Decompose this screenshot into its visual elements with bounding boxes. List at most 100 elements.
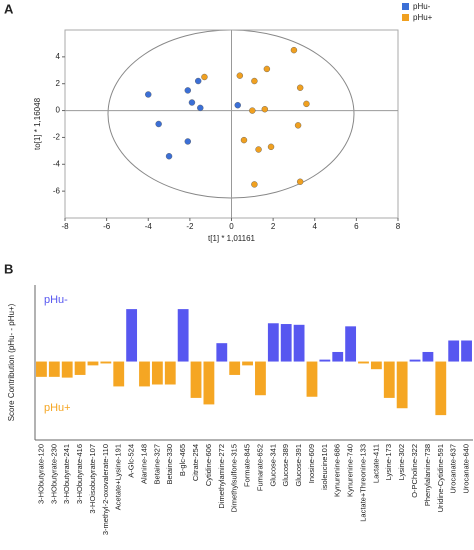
bar (126, 309, 138, 362)
point (296, 178, 304, 185)
bar (422, 351, 434, 362)
bar (448, 340, 460, 362)
panel-label: A (4, 1, 14, 16)
point (184, 138, 191, 145)
x-tick-label: Dimethylamine-272 (217, 444, 226, 509)
x-tick-label: Urocanate-640 (462, 444, 471, 494)
x-tick-label: Acetate+Lysine-191 (114, 444, 123, 510)
x-tick-label: O-PCholine-322 (410, 444, 419, 498)
x-tick-label: 3-HObutyrate-416 (75, 444, 84, 504)
x-tick-label: -8 (61, 222, 69, 231)
bar (332, 351, 344, 362)
bar (396, 361, 408, 409)
bar (139, 361, 150, 387)
bar (306, 361, 318, 397)
x-tick-label: Betaine-327 (152, 444, 161, 484)
x-tick-label: 8 (396, 222, 401, 231)
legend-label: pHu- (413, 2, 431, 11)
bar (242, 361, 253, 366)
bar (461, 340, 472, 362)
x-tick-label: Alanine-148 (139, 444, 148, 484)
legend-label: pHu+ (413, 13, 433, 22)
x-tick-label: Inosine-609 (307, 444, 316, 483)
point (251, 181, 258, 188)
x-tick-label: -4 (145, 222, 153, 231)
x-tick-label: Dimethylsulfone-315 (230, 444, 239, 512)
x-tick-label: Lactate+Threonine-133 (358, 444, 367, 522)
y-tick-label: 0 (56, 106, 61, 115)
point (290, 46, 298, 54)
bar (48, 361, 60, 377)
point (236, 72, 244, 79)
y-axis-label: Score Contribution (pHu- - pHu+) (7, 303, 16, 421)
y-tick-label: -4 (53, 159, 61, 168)
x-axis-label: t[1] * 1,01161 (208, 234, 256, 243)
x-tick-label: 3-HOisobutyrate-107 (88, 444, 97, 514)
point (267, 143, 275, 151)
bar (358, 361, 369, 364)
x-tick-label: B-glc-465 (178, 444, 187, 476)
x-tick-label: Urocanate-637 (449, 444, 458, 494)
point (188, 99, 196, 106)
x-tick-label: Lysine-302 (397, 444, 406, 480)
x-tick-label: Lactate-411 (371, 444, 380, 483)
point (201, 73, 208, 81)
bar (216, 343, 228, 362)
bar (293, 324, 305, 362)
point (263, 65, 271, 73)
x-tick-label: 2 (271, 222, 276, 231)
point (194, 77, 202, 85)
bar (36, 361, 47, 377)
point (255, 146, 262, 153)
y-tick-label: -6 (53, 186, 61, 195)
y-tick-label: 4 (56, 52, 61, 61)
bar (229, 361, 241, 375)
bar (267, 323, 279, 362)
x-tick-label: 3-HObutyrate-120 (36, 444, 45, 504)
point (145, 91, 152, 98)
point (240, 136, 248, 144)
point (155, 120, 162, 128)
y-axis-label: to[1] * 1,16048 (33, 97, 42, 150)
annotation: pHu+ (44, 402, 71, 414)
point (184, 87, 191, 94)
bar (203, 361, 215, 405)
bar (74, 361, 86, 375)
point (261, 106, 268, 113)
x-tick-label: 3-HObutyrate-241 (62, 444, 71, 504)
x-tick-label: Phenylalanine-738 (423, 444, 432, 506)
point (165, 153, 173, 160)
x-tick-label: 3-HObutyrate-230 (49, 444, 58, 504)
x-tick-label: Kynurenine-740 (346, 444, 355, 497)
bar (164, 361, 176, 385)
x-tick-label: Lysine-173 (384, 444, 393, 480)
point (249, 107, 256, 114)
bar (255, 361, 266, 396)
x-tick-label: Betaine-330 (165, 444, 174, 484)
x-tick-label: Glucose-389 (281, 444, 290, 487)
x-tick-label: Glucose-391 (294, 444, 303, 487)
x-tick-label: Citrate-254 (191, 444, 200, 481)
bar (87, 361, 99, 366)
point (251, 77, 258, 85)
x-tick-label: -2 (186, 222, 194, 231)
x-tick-label: 4 (313, 222, 318, 231)
x-tick-label: isoleucine101 (320, 444, 329, 490)
bar (383, 361, 395, 398)
y-tick-label: -2 (53, 133, 61, 142)
x-tick-label: Uridine-Cytidine-591 (436, 444, 445, 512)
point (197, 104, 204, 112)
bar (319, 359, 331, 362)
bar (113, 361, 125, 387)
x-tick-label: Cytidine-606 (204, 444, 213, 486)
point (294, 122, 302, 129)
x-tick-label: Kynurenine-686 (333, 444, 342, 497)
point (234, 101, 241, 109)
annotation: pHu- (44, 294, 68, 306)
panel-label: B (4, 261, 13, 276)
bar (61, 361, 73, 378)
bar (409, 359, 421, 362)
bar (100, 361, 112, 364)
bar (280, 324, 292, 362)
